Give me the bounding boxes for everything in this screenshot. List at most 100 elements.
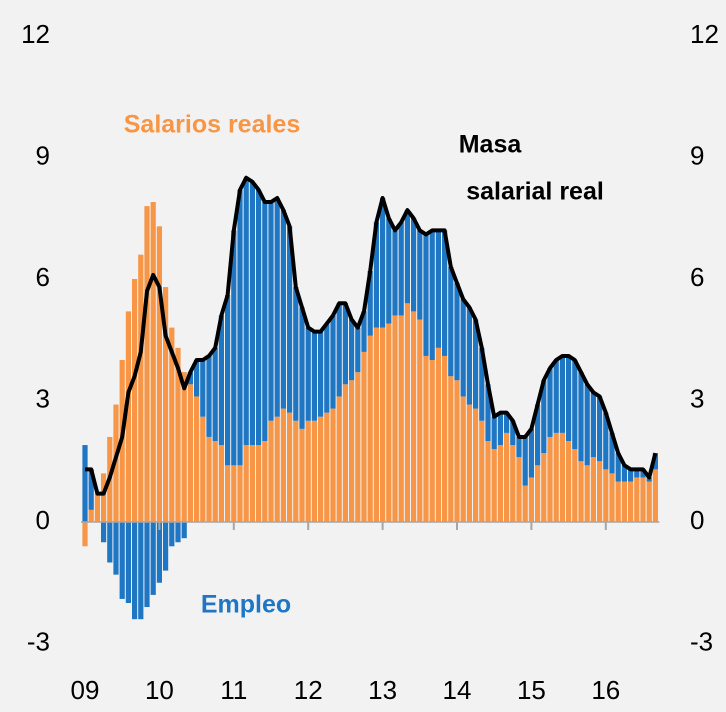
bar <box>268 420 274 522</box>
y-tick-label: 9 <box>36 140 50 170</box>
bar <box>82 445 88 522</box>
bar <box>206 436 212 522</box>
bar <box>373 327 379 522</box>
bar <box>522 436 528 486</box>
bar <box>311 331 317 421</box>
bar <box>553 360 559 433</box>
bar <box>342 384 348 522</box>
bar <box>435 230 441 348</box>
series-label: Empleo <box>201 591 291 619</box>
bar <box>547 436 553 522</box>
bar <box>367 270 373 336</box>
bar <box>256 189 262 446</box>
bar <box>460 396 466 522</box>
bar <box>156 522 162 583</box>
bar <box>175 347 181 522</box>
bar <box>398 315 404 522</box>
bar <box>454 380 460 522</box>
bar <box>330 408 336 522</box>
bar <box>485 384 491 441</box>
bar <box>479 420 485 522</box>
bar <box>597 461 603 522</box>
bar <box>510 420 516 446</box>
bar <box>355 372 361 522</box>
bar <box>652 453 658 470</box>
bar <box>652 469 658 522</box>
bar <box>429 360 435 522</box>
bar <box>280 210 286 409</box>
bar <box>125 522 131 603</box>
bar <box>528 428 534 478</box>
bar <box>181 522 187 539</box>
bar <box>454 283 460 381</box>
bar <box>491 449 497 522</box>
bar <box>640 469 646 478</box>
bar <box>305 420 311 522</box>
bar <box>342 303 348 385</box>
bar <box>243 445 249 522</box>
bar <box>206 355 212 437</box>
bar <box>566 355 572 441</box>
x-tick-label: 10 <box>145 675 174 705</box>
bar <box>336 303 342 397</box>
bar <box>429 230 435 360</box>
y-tick-label: 0 <box>36 505 50 535</box>
bar <box>293 287 299 421</box>
bar <box>243 177 249 446</box>
bar <box>590 457 596 522</box>
bar <box>82 522 88 547</box>
bar <box>411 311 417 522</box>
bar <box>169 327 175 522</box>
bar <box>603 412 609 470</box>
bar <box>646 481 652 522</box>
y2-tick-label: 9 <box>690 140 704 170</box>
bar <box>101 473 107 522</box>
bar <box>448 266 454 377</box>
bar <box>187 384 193 522</box>
bar <box>94 493 100 522</box>
bar <box>522 485 528 522</box>
bar <box>603 469 609 522</box>
annotation: salarial real <box>466 178 604 206</box>
y-tick-label: -3 <box>27 626 50 656</box>
bar <box>404 210 410 304</box>
bar <box>280 408 286 522</box>
bar <box>349 319 355 381</box>
x-tick-label: 13 <box>368 675 397 705</box>
bar <box>559 355 565 433</box>
bar <box>299 428 305 522</box>
bar <box>528 477 534 522</box>
bar <box>559 432 565 522</box>
bar <box>504 432 510 522</box>
bar <box>423 355 429 522</box>
bar <box>628 481 634 522</box>
bar <box>566 441 572 522</box>
bar <box>144 206 150 522</box>
bar <box>621 481 627 522</box>
bar <box>485 441 491 522</box>
bar <box>318 331 324 417</box>
bar <box>541 453 547 522</box>
bar <box>237 465 243 522</box>
bar <box>200 416 206 522</box>
bar <box>634 477 640 522</box>
bar <box>150 522 156 595</box>
bar <box>367 335 373 522</box>
bar <box>175 522 181 543</box>
bar <box>417 230 423 320</box>
y-tick-label: 12 <box>21 19 50 49</box>
x-tick-label: 11 <box>220 675 247 705</box>
bar <box>423 234 429 356</box>
bar <box>163 522 169 571</box>
bar <box>380 198 386 328</box>
bar <box>460 299 466 397</box>
bar <box>237 189 243 466</box>
series-label: Salarios reales <box>124 111 301 139</box>
bar <box>380 327 386 522</box>
y2-tick-label: -3 <box>690 626 713 656</box>
bar <box>386 323 392 522</box>
bar <box>547 368 553 437</box>
x-tick-label: 12 <box>294 675 323 705</box>
bar <box>628 469 634 482</box>
